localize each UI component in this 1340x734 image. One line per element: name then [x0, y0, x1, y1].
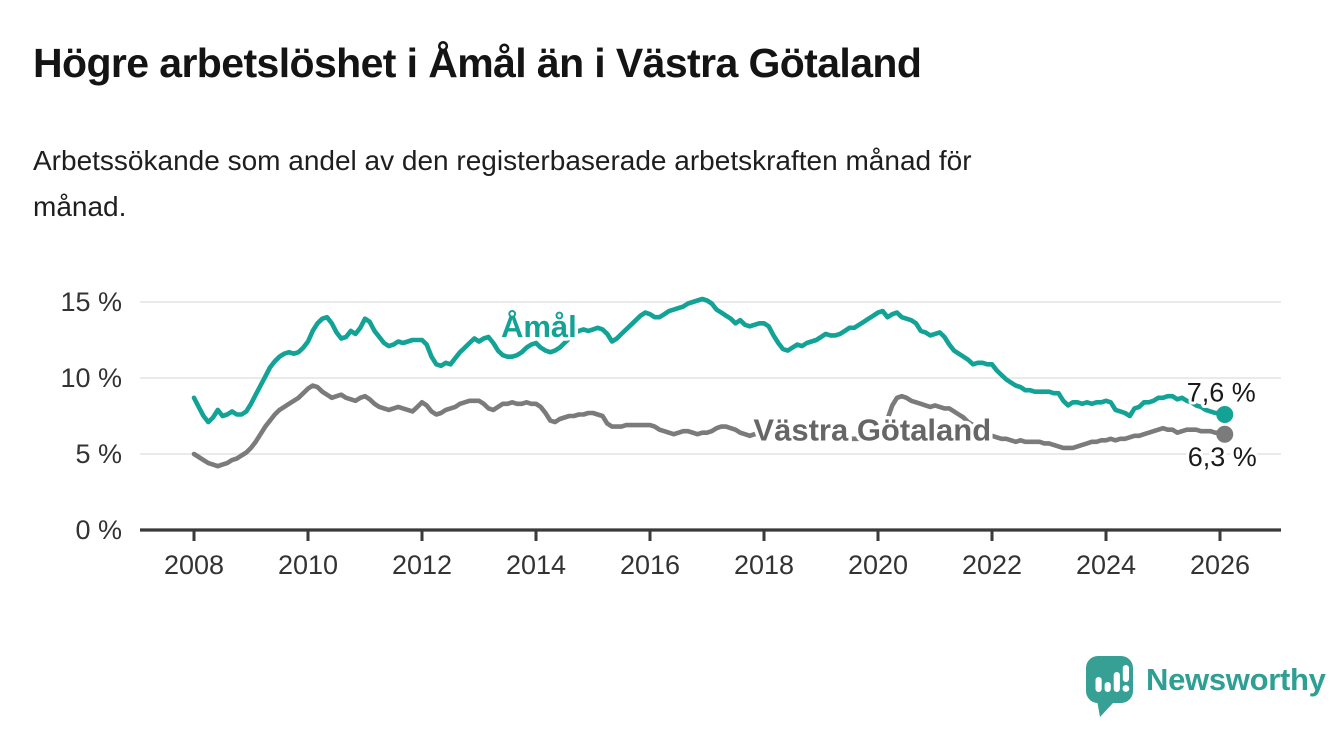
logo-bar-1 — [1095, 677, 1102, 692]
y-tick-label: 15 % — [60, 287, 122, 317]
chart-line-vastra-gotaland — [191, 383, 1227, 469]
x-tick-label: 2020 — [848, 550, 908, 580]
y-tick-label: 0 % — [75, 515, 122, 545]
newsworthy-logo-icon — [1086, 656, 1133, 717]
end-dot-vastra-gotaland — [1216, 425, 1234, 443]
chart-subtitle: Arbetssökande som andel av den registerb… — [33, 145, 972, 222]
series-label-vastra-gotaland: Västra Götaland — [753, 412, 991, 447]
x-tick-label: 2012 — [392, 550, 452, 580]
y-tick-label: 10 % — [60, 363, 122, 393]
x-tick-label: 2010 — [278, 550, 338, 580]
logo-bar-3 — [1113, 672, 1120, 692]
x-tick-label: 2018 — [734, 550, 794, 580]
brand-name: Newsworthy — [1146, 662, 1326, 697]
x-tick-label: 2022 — [962, 550, 1022, 580]
x-tick-label: 2016 — [620, 550, 680, 580]
logo-bar-2 — [1104, 682, 1111, 692]
x-tick-label: 2026 — [1190, 550, 1250, 580]
chart-line-amal — [191, 296, 1227, 425]
x-tick-label: 2014 — [506, 550, 566, 580]
chart-title: Högre arbetslöshet i Åmål än i Västra Gö… — [33, 40, 922, 86]
series-label-amal: Åmål — [501, 309, 577, 344]
logo-exclamation-bar — [1122, 665, 1129, 682]
brand-footer: Newsworthy — [1086, 656, 1326, 718]
x-tick-label: 2024 — [1076, 550, 1136, 580]
x-tick-label: 2008 — [164, 550, 224, 580]
end-value-label-vastra-gotaland: 6,3 % — [1188, 442, 1257, 472]
y-tick-label: 5 % — [75, 439, 122, 469]
logo-exclamation-dot — [1122, 685, 1130, 692]
end-dot-amal — [1216, 405, 1234, 423]
chart-svg: 2008 2010 2012 2014 2016 2018 2020 2022 2024 2026… — [60, 287, 1281, 580]
end-value-label-amal: 7,6 % — [1187, 377, 1256, 407]
